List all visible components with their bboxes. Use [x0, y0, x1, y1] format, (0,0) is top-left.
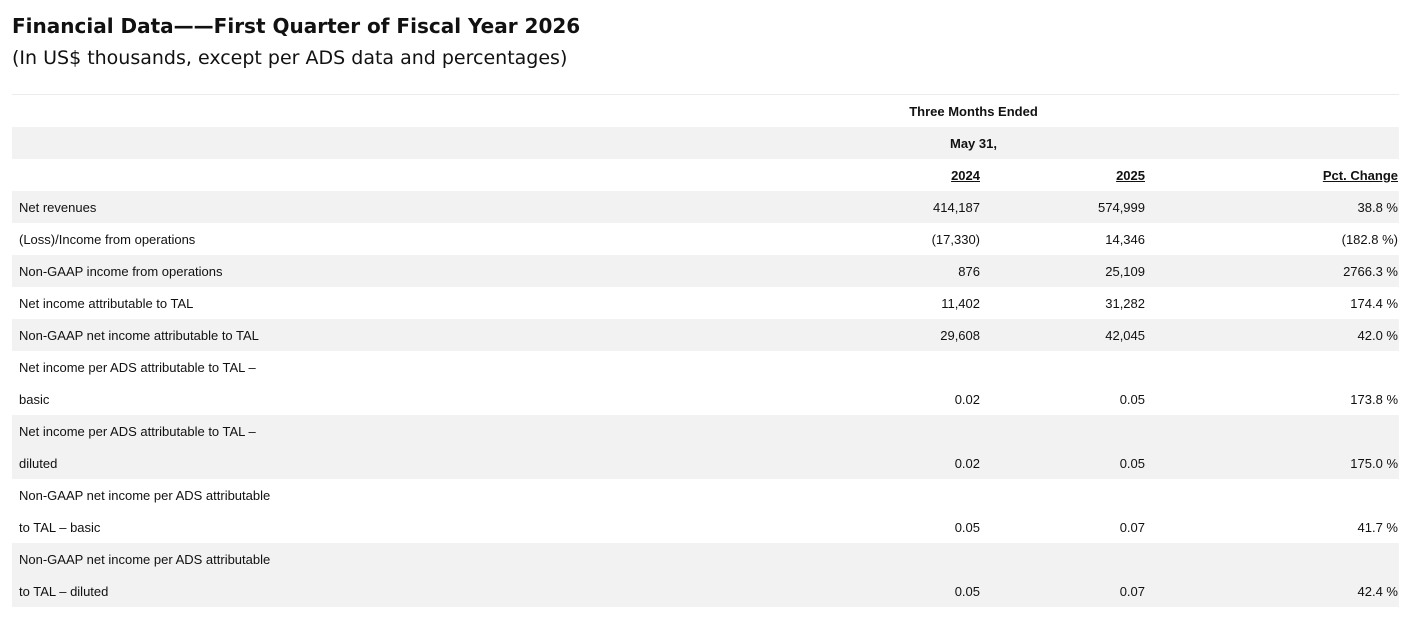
row-label: (Loss)/Income from operations — [12, 223, 802, 255]
cell-2024: 0.05 — [802, 575, 980, 607]
cell-2025: 42,045 — [980, 319, 1145, 351]
table-row-label-continued: Non-GAAP net income per ADS attributable — [12, 479, 1399, 511]
cell-2024: 11,402 — [802, 287, 980, 319]
row-label-continuation: diluted — [12, 447, 802, 479]
cell-pct-change: 38.8 % — [1145, 191, 1399, 223]
table-row: to TAL – basic 0.05 0.07 41.7 % — [12, 511, 1399, 543]
cell-pct-change: 42.4 % — [1145, 575, 1399, 607]
row-label: Net income attributable to TAL — [12, 287, 802, 319]
row-label: Net income per ADS attributable to TAL – — [12, 351, 802, 383]
table-row: to TAL – diluted 0.05 0.07 42.4 % — [12, 575, 1399, 607]
column-header-2025: 2025 — [1116, 167, 1145, 183]
column-header-2024: 2024 — [951, 167, 980, 183]
financial-table-container: Three Months Ended May 31, 2024 2025 Pct… — [12, 94, 1399, 607]
row-label: Net revenues — [12, 191, 802, 223]
table-header-row-period: Three Months Ended — [12, 95, 1399, 127]
table-row: diluted 0.02 0.05 175.0 % — [12, 447, 1399, 479]
row-label: Non-GAAP income from operations — [12, 255, 802, 287]
cell-2025: 0.05 — [980, 383, 1145, 415]
cell-pct-change: 175.0 % — [1145, 447, 1399, 479]
cell-pct-change: 2766.3 % — [1145, 255, 1399, 287]
cell-pct-change: (182.8 %) — [1145, 223, 1399, 255]
row-label: Non-GAAP net income per ADS attributable — [12, 479, 802, 511]
cell-2025: 0.05 — [980, 447, 1145, 479]
row-label: Net income per ADS attributable to TAL – — [12, 415, 802, 447]
cell-2025: 14,346 — [980, 223, 1145, 255]
row-label: Non-GAAP net income attributable to TAL — [12, 319, 802, 351]
cell-2025: 0.07 — [980, 575, 1145, 607]
table-row-label-continued: Net income per ADS attributable to TAL – — [12, 351, 1399, 383]
cell-2025: 31,282 — [980, 287, 1145, 319]
row-label-continuation: to TAL – diluted — [12, 575, 802, 607]
cell-2025: 574,999 — [980, 191, 1145, 223]
column-header-pct-change: Pct. Change — [1322, 167, 1398, 183]
table-row: Non-GAAP net income attributable to TAL … — [12, 319, 1399, 351]
table-row-label-continued: Non-GAAP net income per ADS attributable — [12, 543, 1399, 575]
cell-pct-change: 173.8 % — [1145, 383, 1399, 415]
cell-2024: 0.02 — [802, 383, 980, 415]
cell-2024: 0.02 — [802, 447, 980, 479]
table-row-label-continued: Net income per ADS attributable to TAL – — [12, 415, 1399, 447]
cell-pct-change: 42.0 % — [1145, 319, 1399, 351]
table-row: Non-GAAP income from operations 876 25,1… — [12, 255, 1399, 287]
row-label-continuation: basic — [12, 383, 802, 415]
table-row: Net revenues 414,187 574,999 38.8 % — [12, 191, 1399, 223]
row-label: Non-GAAP net income per ADS attributable — [12, 543, 802, 575]
header-three-months-ended: Three Months Ended — [802, 95, 1145, 127]
table-header-row-date: May 31, — [12, 127, 1399, 159]
cell-2024: 29,608 — [802, 319, 980, 351]
cell-2025: 25,109 — [980, 255, 1145, 287]
cell-2024: 0.05 — [802, 511, 980, 543]
table-row: basic 0.02 0.05 173.8 % — [12, 383, 1399, 415]
cell-2024: 414,187 — [802, 191, 980, 223]
cell-pct-change: 41.7 % — [1145, 511, 1399, 543]
cell-2024: 876 — [802, 255, 980, 287]
page-subtitle: (In US$ thousands, except per ADS data a… — [12, 47, 568, 69]
cell-2025: 0.07 — [980, 511, 1145, 543]
table-header-row-columns: 2024 2025 Pct. Change — [12, 159, 1399, 191]
table-row: Net income attributable to TAL 11,402 31… — [12, 287, 1399, 319]
row-label-continuation: to TAL – basic — [12, 511, 802, 543]
page-title: Financial Data——First Quarter of Fiscal … — [12, 14, 581, 38]
header-may-31: May 31, — [802, 127, 1145, 159]
table-row: (Loss)/Income from operations (17,330) 1… — [12, 223, 1399, 255]
financial-data-table: Three Months Ended May 31, 2024 2025 Pct… — [12, 95, 1399, 607]
cell-2024: (17,330) — [802, 223, 980, 255]
cell-pct-change: 174.4 % — [1145, 287, 1399, 319]
